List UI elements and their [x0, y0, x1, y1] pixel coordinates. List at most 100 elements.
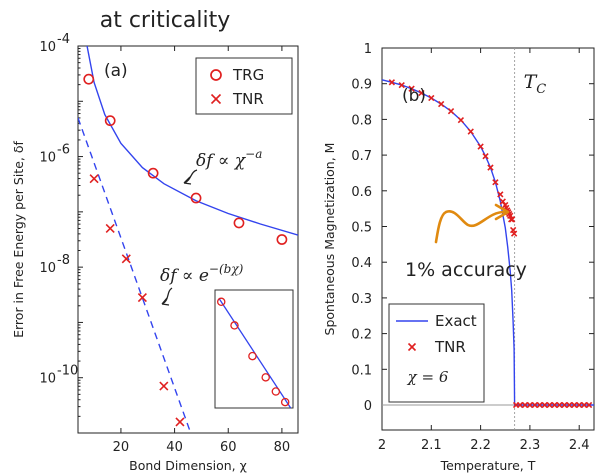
y-tick-exponent-a: -4: [57, 32, 70, 47]
inset-a-point: [261, 373, 270, 382]
x-tick-label-b: 2.1: [421, 438, 442, 453]
tnr-magnetization-point-stroke-2: [502, 201, 509, 209]
x-tick-label-b: 2.2: [470, 438, 491, 453]
tnr-point: [105, 223, 115, 234]
tnr-point-stroke-2: [121, 254, 131, 264]
tnr-magnetization-point: [571, 401, 578, 409]
annotation-trg-main: δf ∝ χ: [196, 151, 247, 171]
trg-point: [276, 234, 288, 245]
tnr-magnetization-point-stroke-2: [526, 401, 534, 409]
tnr-magnetization-point: [536, 401, 543, 409]
y-tick-label-a: 10: [39, 40, 56, 55]
tnr-magnetization-point-stroke-2: [551, 401, 558, 409]
annotation-tnr-main: δf ∝ e: [160, 266, 209, 286]
legend-b: Exact TNR χ = 6: [388, 303, 485, 403]
y-tick-label-b: 0.7: [351, 149, 372, 164]
tnr-point-stroke-2: [89, 174, 99, 184]
tnr-magnetization-point-stroke-2: [531, 401, 539, 409]
tnr-magnetization-point-stroke-2: [487, 164, 494, 171]
tnr-magnetization-point: [398, 81, 405, 89]
tnr-magnetization-point-stroke-2: [492, 179, 499, 186]
tnr-point: [159, 381, 169, 391]
tnr-magnetization-point-stroke-2: [499, 198, 506, 205]
y-tick-label-b: 0: [364, 399, 372, 414]
tnr-magnetization-point: [508, 216, 516, 223]
tnr-magnetization-point: [566, 401, 573, 409]
tnr-point-stroke-2: [175, 417, 185, 427]
y-axis-label-a: Error in Free Energy per Site, δf: [11, 141, 26, 338]
tnr-magnetization-point-stroke-2: [477, 143, 484, 150]
tnr-magnetization-point-stroke-2: [428, 94, 435, 102]
tnr-magnetization-point-stroke-2: [398, 81, 405, 89]
tnr-magnetization-point: [477, 143, 484, 150]
inset-a-box: [214, 289, 294, 409]
tnr-magnetization-point: [580, 401, 588, 409]
trg-point: [147, 167, 159, 179]
tnr-magnetization-point-stroke-2: [546, 401, 553, 409]
legend-exact-label: Exact: [435, 312, 477, 330]
accuracy-arrow-head: [494, 203, 510, 221]
x-tick-label-b: 2.4: [569, 438, 590, 453]
x-tick-label-a: 20: [113, 440, 130, 455]
tnr-magnetization-point: [541, 401, 548, 409]
tnr-magnetization-point-stroke-2: [482, 153, 489, 160]
y-tick-exponent-a: -10: [57, 364, 78, 379]
tnr-magnetization-point-stroke-2: [508, 216, 516, 223]
x-axis-label-b: Temperature, T: [440, 458, 536, 473]
tnr-magnetization-point: [561, 401, 568, 409]
tnr-magnetization-point-stroke-2: [516, 401, 524, 409]
inset-a-point: [230, 321, 239, 330]
legend-tnr-marker-b: [407, 342, 417, 352]
legend-tnr-marker: [210, 93, 222, 105]
tnr-magnetization-point-stroke-2: [566, 401, 573, 409]
tnr-point-stroke-2: [159, 381, 169, 391]
tnr-magnetization-point: [510, 230, 518, 237]
tnr-magnetization-point-stroke-2: [556, 401, 563, 409]
y-tick-exponent-a: -6: [57, 143, 70, 158]
fit-lines-a: [78, 46, 298, 433]
y-tick-label-a: 10: [39, 261, 56, 276]
legend-tnr-marker-stroke-2: [210, 93, 222, 105]
inset-a-point: [271, 387, 281, 396]
tnr-magnetization-point: [388, 79, 396, 86]
trg-point: [233, 217, 245, 229]
panel-a-axes: [77, 45, 299, 434]
legend-tnr-marker-b-stroke-2: [407, 342, 417, 352]
y-tick-label-b: 0.4: [351, 256, 372, 271]
tnr-point: [175, 417, 185, 427]
tnr-magnetization-point-stroke-2: [561, 401, 568, 409]
x-tick-label-b: 2.3: [520, 438, 541, 453]
legend-trg-label: TRG: [232, 66, 264, 84]
tnr-magnetization-point-stroke-2: [585, 401, 593, 409]
y-tick-label-b: 0.8: [351, 113, 372, 128]
inset-a: [214, 289, 294, 409]
tnr-magnetization-point: [428, 94, 435, 102]
tnr-point-stroke-2: [105, 223, 115, 234]
legend-a: TRG TNR: [195, 57, 293, 115]
panel-b-axes: [381, 47, 595, 431]
legend-bond-dimension: χ = 6: [407, 368, 449, 386]
critical-temperature-label: TC: [524, 71, 547, 97]
tnr-magnetization-point-stroke-2: [580, 401, 588, 409]
tnr-magnetization-point: [497, 191, 504, 198]
tnr-magnetization-point-stroke-2: [536, 401, 543, 409]
y-tick-label-b: 0.9: [351, 78, 372, 93]
trg-point: [83, 73, 95, 85]
tnr-magnetization-point-stroke-2: [388, 79, 396, 86]
y-tick-label-b: 0.6: [351, 185, 372, 200]
x-tick-label-b: 2: [378, 438, 386, 453]
inset-a-point: [280, 397, 290, 407]
tnr-magnetization-point: [576, 401, 583, 409]
tnr-magnetization-point-stroke-2: [447, 108, 455, 115]
tnr-magnetization-point: [457, 116, 465, 124]
legend-tnr-label-b: TNR: [434, 338, 466, 356]
tnr-magnetization-point: [551, 401, 558, 409]
annotation-tnr-arrow: [161, 287, 173, 306]
tnr-magnetization-point: [447, 108, 455, 115]
legend-trg-marker: [210, 69, 222, 81]
y-tick-exponent-a: -8: [57, 253, 70, 268]
panel-label-a: (a): [104, 61, 128, 81]
legend-tnr-label: TNR: [232, 90, 264, 108]
